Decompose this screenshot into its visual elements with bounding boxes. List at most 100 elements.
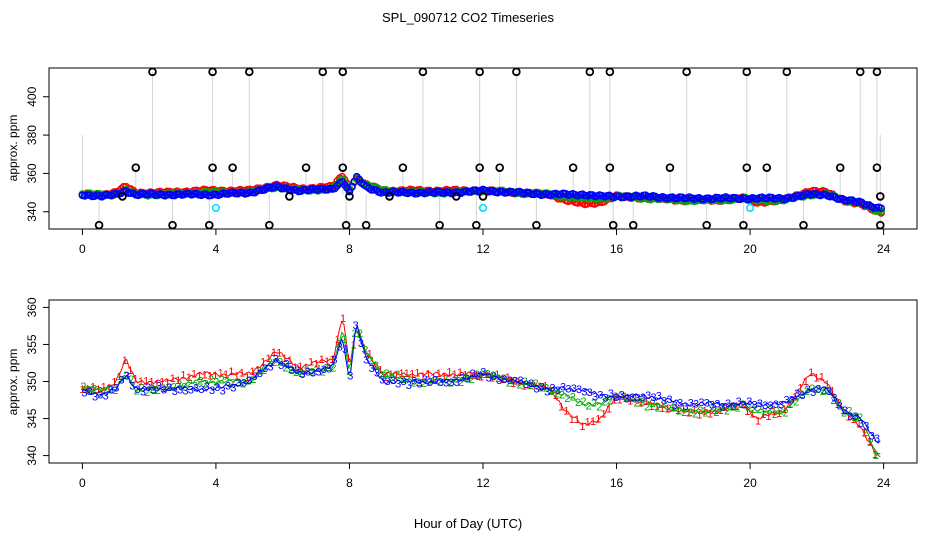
series-1-marker: 1 bbox=[383, 372, 389, 384]
series-1-marker: 1 bbox=[372, 360, 378, 372]
series-3-marker: 3 bbox=[443, 377, 449, 389]
blue-data-point bbox=[612, 192, 621, 201]
spike-point bbox=[208, 67, 217, 77]
series-1-marker: 1 bbox=[329, 354, 335, 366]
series-2-marker: 2 bbox=[713, 407, 719, 419]
series-2-marker: 2 bbox=[431, 375, 437, 387]
series-3-marker: 3 bbox=[188, 385, 194, 397]
spike-point bbox=[665, 163, 675, 172]
series-1-marker: 1 bbox=[281, 353, 287, 365]
series-2-marker: 2 bbox=[692, 408, 698, 420]
series-3-marker: 3 bbox=[81, 387, 87, 399]
series-3-marker: 3 bbox=[363, 354, 369, 366]
series-3-marker: 3 bbox=[863, 420, 869, 432]
series-3-marker: 3 bbox=[581, 386, 587, 398]
series-3-marker: 3 bbox=[289, 365, 295, 377]
top-y-tick-label: 340 bbox=[25, 201, 39, 221]
spike-point bbox=[148, 67, 157, 77]
series-2-marker: 2 bbox=[868, 437, 874, 449]
series-3-marker: 3 bbox=[714, 398, 720, 410]
series-2-marker: 2 bbox=[368, 355, 374, 367]
series-2-marker: 2 bbox=[628, 393, 634, 405]
spike-point bbox=[341, 220, 351, 230]
series-2-marker: 2 bbox=[634, 398, 640, 410]
series-2-marker: 2 bbox=[527, 380, 533, 392]
series-2-marker: 2 bbox=[697, 405, 703, 417]
series-1-marker: 1 bbox=[659, 403, 665, 415]
series-3-marker: 3 bbox=[725, 398, 731, 410]
series-1-marker: 1 bbox=[617, 394, 623, 406]
series-3-marker: 3 bbox=[379, 374, 385, 386]
series-3-marker: 3 bbox=[225, 381, 231, 393]
series-1-marker: 1 bbox=[345, 353, 351, 365]
series-1-marker: 1 bbox=[154, 378, 160, 390]
series-2-marker: 2 bbox=[554, 389, 560, 401]
series-1-marker: 1 bbox=[180, 369, 186, 381]
series-2-marker: 2 bbox=[437, 377, 443, 389]
spike-point bbox=[301, 163, 311, 172]
spike-point bbox=[228, 163, 237, 172]
series-1-marker: 1 bbox=[398, 368, 404, 380]
series-3-marker: 3 bbox=[246, 375, 252, 387]
series-1-marker: 1 bbox=[101, 381, 107, 393]
series-2-marker: 2 bbox=[479, 369, 485, 381]
series-3-marker: 3 bbox=[358, 338, 364, 350]
blue-data-point bbox=[845, 196, 854, 204]
series-3-marker: 3 bbox=[464, 374, 470, 386]
bottom-y-tick-label: 345 bbox=[25, 408, 39, 428]
bottom-x-tick-label: 4 bbox=[213, 476, 220, 490]
series-2-marker: 2 bbox=[102, 385, 108, 397]
series-3-marker: 3 bbox=[565, 383, 571, 395]
spike-point bbox=[835, 163, 845, 172]
series-3-marker: 3 bbox=[454, 377, 460, 389]
series-1-marker: 1 bbox=[260, 356, 266, 368]
spike-point bbox=[472, 220, 481, 230]
series-1-marker: 1 bbox=[409, 368, 415, 380]
series-2-marker: 2 bbox=[80, 381, 86, 393]
series-3-marker: 3 bbox=[805, 384, 811, 396]
series-3-marker: 3 bbox=[837, 400, 843, 412]
series-3-marker: 3 bbox=[576, 384, 582, 396]
series-3-marker: 3 bbox=[698, 397, 704, 409]
series-1-marker: 1 bbox=[255, 364, 261, 376]
series-3-marker: 3 bbox=[411, 375, 417, 387]
series-3-marker: 3 bbox=[438, 377, 444, 389]
series-2-marker: 2 bbox=[862, 427, 868, 439]
series-1-marker: 1 bbox=[457, 367, 463, 379]
series-3-marker: 3 bbox=[502, 374, 508, 386]
series-2-marker: 2 bbox=[203, 378, 209, 390]
series-2-marker: 2 bbox=[687, 407, 693, 419]
series-2-marker: 2 bbox=[649, 398, 655, 410]
blue-data-point bbox=[554, 190, 563, 199]
series-2-marker: 2 bbox=[171, 382, 177, 394]
series-3-marker: 3 bbox=[374, 368, 380, 380]
series-1-marker: 1 bbox=[691, 405, 697, 417]
blue-data-point bbox=[469, 186, 478, 195]
series-2-marker: 2 bbox=[793, 396, 799, 408]
series-2-marker: 2 bbox=[314, 363, 320, 375]
series-3-marker: 3 bbox=[214, 382, 220, 394]
series-1-marker: 1 bbox=[452, 369, 458, 381]
bottom-x-tick-label: 8 bbox=[346, 476, 353, 490]
series-3-marker: 3 bbox=[321, 364, 327, 376]
series-3-marker: 3 bbox=[475, 371, 481, 383]
series-1-marker: 1 bbox=[218, 368, 224, 380]
series-3-marker: 3 bbox=[278, 360, 284, 372]
series-1-marker: 1 bbox=[212, 370, 218, 382]
series-2-marker: 2 bbox=[277, 357, 283, 369]
series-3-marker: 3 bbox=[331, 354, 337, 366]
series-2-marker: 2 bbox=[405, 373, 411, 385]
series-3-marker: 3 bbox=[518, 375, 524, 387]
series-1-marker: 1 bbox=[563, 405, 569, 417]
bottom-x-tick-label: 20 bbox=[743, 476, 757, 490]
bottom-y-tick-label: 340 bbox=[25, 445, 39, 465]
series-2-marker: 2 bbox=[187, 378, 193, 390]
series-3-marker: 3 bbox=[353, 320, 359, 332]
series-2-marker: 2 bbox=[602, 396, 608, 408]
series-3-marker: 3 bbox=[459, 373, 465, 385]
spike-point bbox=[605, 163, 615, 172]
blue-data-point bbox=[367, 186, 376, 194]
top-x-tick-label: 20 bbox=[743, 242, 757, 256]
series-2-marker: 2 bbox=[570, 392, 576, 404]
series-1-marker: 1 bbox=[367, 348, 373, 360]
